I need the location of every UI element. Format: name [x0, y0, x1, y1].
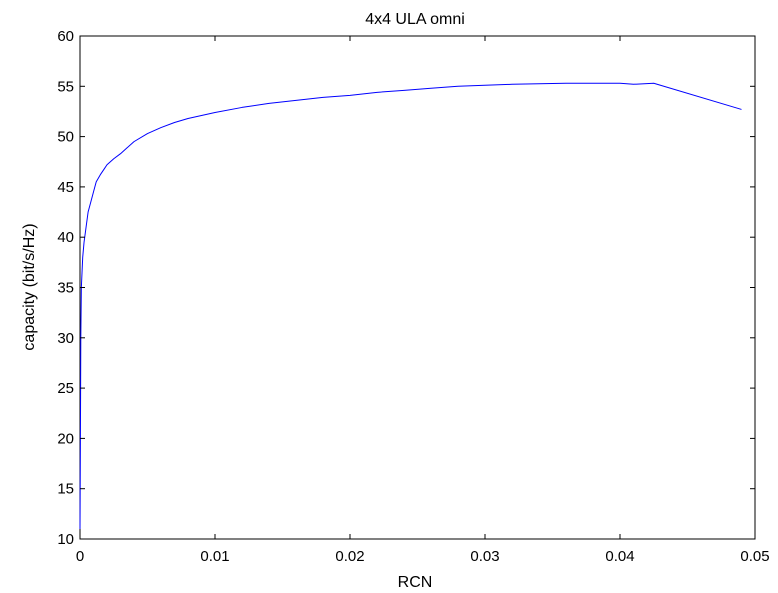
- y-tick-label: 30: [57, 330, 74, 347]
- y-tick-label: 45: [57, 179, 74, 196]
- y-tick-label: 40: [57, 229, 74, 246]
- y-tick-label: 50: [57, 129, 74, 146]
- x-tick-label: 0.03: [470, 548, 499, 565]
- plot-frame: [79, 35, 756, 540]
- series-line: [79, 82, 742, 529]
- chart-title: 4x4 ULA omni: [365, 11, 465, 28]
- y-tick-label: 60: [57, 28, 74, 45]
- x-axis-label: RCN: [398, 574, 433, 591]
- x-tick-label: 0.04: [605, 548, 634, 565]
- y-tick-label: 10: [57, 531, 74, 548]
- x-tick-label: 0.01: [200, 548, 229, 565]
- y-tick-label: 35: [57, 280, 74, 297]
- x-tick-label: 0: [76, 548, 84, 565]
- y-axis-ticks: 10 15 20 25 30 35 40 45 50 55 60: [57, 28, 755, 548]
- y-tick-label: 20: [57, 430, 74, 447]
- x-tick-label: 0.05: [740, 548, 769, 565]
- x-tick-label: 0.02: [335, 548, 364, 565]
- series-group: [79, 82, 742, 529]
- y-axis-label: capacity (bit/s/Hz): [21, 223, 38, 350]
- plot-area: [79, 35, 756, 540]
- y-tick-label: 25: [57, 380, 74, 397]
- x-axis-ticks: 0 0.01 0.02 0.03 0.04 0.05: [76, 36, 770, 565]
- y-tick-label: 55: [57, 78, 74, 95]
- y-tick-label: 15: [57, 481, 74, 498]
